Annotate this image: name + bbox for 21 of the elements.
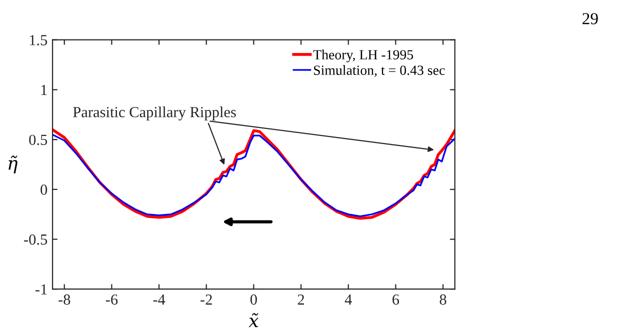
y-tick-label: 1 (41, 84, 47, 96)
x-axis-title: x̃ (248, 313, 259, 328)
x-tick-label: 2 (298, 294, 304, 305)
annotation: Parasitic Capillary Ripples (73, 106, 236, 120)
x-tick-label: 8 (440, 294, 446, 305)
y-axis-title: η̃ (8, 156, 18, 174)
y-tick-label: -1 (36, 284, 47, 294)
y-tick-label: -0.5 (24, 234, 48, 245)
x-tick-label: 4 (344, 294, 352, 305)
y-tick-label: 1.5 (30, 35, 48, 46)
x-tick-label: -6 (106, 294, 118, 305)
legend-label: Simulation, t = 0.43 sec (314, 65, 445, 77)
legend-label: Theory, LH -1995 (313, 50, 414, 62)
y-tick-label: 0 (40, 184, 48, 195)
text: 29 (582, 13, 598, 24)
x-tick-label: -2 (200, 294, 212, 305)
x-tick-label: -4 (153, 294, 166, 305)
x-tick-label: 0 (250, 294, 257, 305)
y-tick-label: 0.5 (29, 134, 48, 146)
x-tick-label: 6 (392, 294, 400, 305)
x-tick-label: -8 (58, 294, 70, 305)
